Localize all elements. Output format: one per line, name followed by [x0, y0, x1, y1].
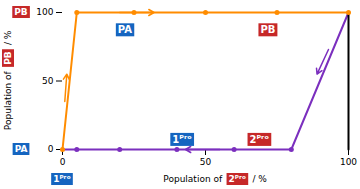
svg-text:PA: PA [15, 144, 28, 154]
svg-text:1ᴾʳᵒ: 1ᴾʳᵒ [53, 174, 71, 184]
svg-text:Population of: Population of [3, 71, 13, 131]
svg-text:Population of: Population of [163, 174, 223, 184]
svg-text:/ %: / % [252, 174, 267, 184]
svg-text:0: 0 [60, 157, 66, 167]
svg-text:100: 100 [340, 157, 357, 167]
svg-text:PB: PB [3, 51, 13, 65]
svg-text:0: 0 [48, 144, 54, 154]
svg-text:/ %: / % [3, 30, 13, 45]
svg-text:PB: PB [260, 24, 275, 35]
svg-text:1ᴾʳᵒ: 1ᴾʳᵒ [172, 134, 192, 145]
svg-text:100: 100 [36, 7, 53, 17]
svg-text:PA: PA [118, 24, 132, 35]
svg-text:2ᴾʳᵒ: 2ᴾʳᵒ [229, 174, 247, 184]
svg-text:50: 50 [42, 76, 54, 86]
svg-text:PB: PB [14, 7, 28, 17]
svg-text:2ᴾʳᵒ: 2ᴾʳᵒ [250, 134, 270, 145]
svg-text:50: 50 [200, 157, 212, 167]
